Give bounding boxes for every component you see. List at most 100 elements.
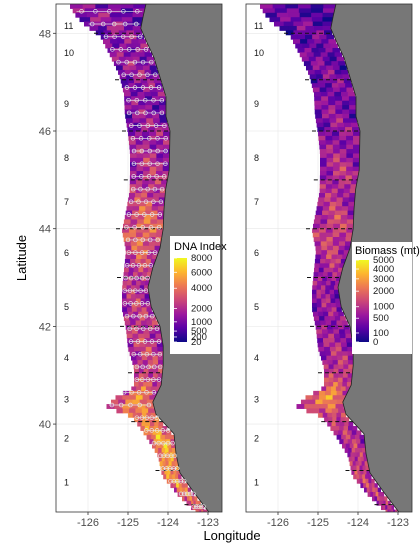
heat-cell xyxy=(175,474,179,480)
heat-cell xyxy=(316,329,323,335)
heat-cell xyxy=(327,69,336,75)
heat-cell xyxy=(322,118,330,124)
heat-cell xyxy=(312,87,321,93)
heat-cell xyxy=(329,342,336,348)
heat-cell xyxy=(338,368,344,374)
heat-cell xyxy=(141,188,149,194)
heat-cell xyxy=(109,52,118,58)
station-point xyxy=(135,339,141,344)
heat-cell xyxy=(338,430,344,436)
heat-cell xyxy=(325,258,331,264)
heat-cell xyxy=(328,417,333,423)
station-point xyxy=(124,263,130,268)
heat-cell xyxy=(332,131,340,137)
heat-cell xyxy=(332,179,340,185)
heat-cell xyxy=(305,395,313,401)
heat-cell xyxy=(135,193,142,198)
heat-cell xyxy=(124,91,132,97)
station-point xyxy=(175,478,180,484)
heat-cell xyxy=(139,201,147,207)
station-point xyxy=(131,161,137,166)
heat-cell xyxy=(330,351,337,357)
heat-cell xyxy=(312,307,318,313)
heat-cell xyxy=(146,351,153,357)
heat-cell xyxy=(148,241,156,247)
heat-cell xyxy=(313,272,319,278)
station-point xyxy=(103,34,109,39)
heat-cell xyxy=(313,219,322,225)
heat-cell xyxy=(334,426,340,431)
heat-cell xyxy=(342,443,347,449)
station-point xyxy=(144,351,150,357)
heat-cell xyxy=(327,272,333,278)
station-point xyxy=(107,9,112,14)
heat-cell xyxy=(293,30,302,36)
heat-cell xyxy=(185,487,189,493)
heat-cell xyxy=(347,351,354,357)
heat-cell xyxy=(322,74,330,80)
heat-cell xyxy=(134,373,140,379)
heat-cell xyxy=(144,215,152,220)
heat-cell xyxy=(145,100,153,106)
heat-cell xyxy=(159,100,167,106)
station-point xyxy=(138,351,143,357)
heat-cell xyxy=(114,47,122,53)
heat-cell xyxy=(325,193,332,198)
heat-cell xyxy=(326,153,334,159)
station-point xyxy=(138,136,144,141)
heat-cell xyxy=(142,65,151,71)
heat-cell xyxy=(344,245,351,251)
heat-cell xyxy=(331,421,337,427)
heat-cell xyxy=(346,228,354,234)
heat-cell xyxy=(136,324,144,330)
heat-cell xyxy=(95,4,109,9)
heat-cell xyxy=(136,241,144,247)
heat-cell xyxy=(329,118,337,124)
station-point xyxy=(138,288,143,293)
heat-cell xyxy=(148,267,154,273)
station-point xyxy=(109,402,115,408)
heat-cell xyxy=(136,157,144,163)
heat-cell xyxy=(136,237,144,242)
heat-cell xyxy=(328,109,336,115)
legend-tick-label: 0 xyxy=(373,337,378,348)
heat-cell xyxy=(350,465,354,471)
station-point xyxy=(129,390,134,395)
heat-cell xyxy=(152,373,159,379)
heat-cell xyxy=(354,456,359,462)
heat-cell xyxy=(316,122,324,128)
station-point xyxy=(137,313,142,319)
heat-cell xyxy=(140,280,146,286)
station-point xyxy=(147,161,152,166)
heat-cell xyxy=(124,215,132,220)
heat-cell xyxy=(319,149,327,154)
heat-cell xyxy=(328,382,334,387)
heat-cell xyxy=(139,206,146,212)
heat-cell xyxy=(313,276,319,282)
heat-cell xyxy=(150,316,156,322)
heat-cell xyxy=(333,267,339,273)
heat-cell xyxy=(328,373,334,379)
heat-cell xyxy=(357,456,362,462)
heat-cell xyxy=(348,96,357,102)
heat-cell xyxy=(157,377,163,383)
heat-cell xyxy=(333,162,341,168)
heat-cell xyxy=(121,12,134,18)
heat-cell xyxy=(331,307,338,313)
heat-cell xyxy=(127,338,134,344)
heat-cell xyxy=(339,166,347,172)
heat-cell xyxy=(145,113,153,119)
legend-tick-label: 4000 xyxy=(191,283,212,294)
heat-cell xyxy=(351,430,357,436)
heat-cell xyxy=(129,390,136,396)
station-point xyxy=(79,9,84,14)
heat-cell xyxy=(161,456,166,462)
heat-cell xyxy=(314,215,322,220)
station-point xyxy=(118,47,124,52)
heat-cell xyxy=(112,43,120,49)
heat-cell xyxy=(338,245,346,251)
heat-cell xyxy=(339,232,347,238)
legend-tick-label: 8000 xyxy=(191,253,212,264)
heat-cell xyxy=(335,206,343,212)
